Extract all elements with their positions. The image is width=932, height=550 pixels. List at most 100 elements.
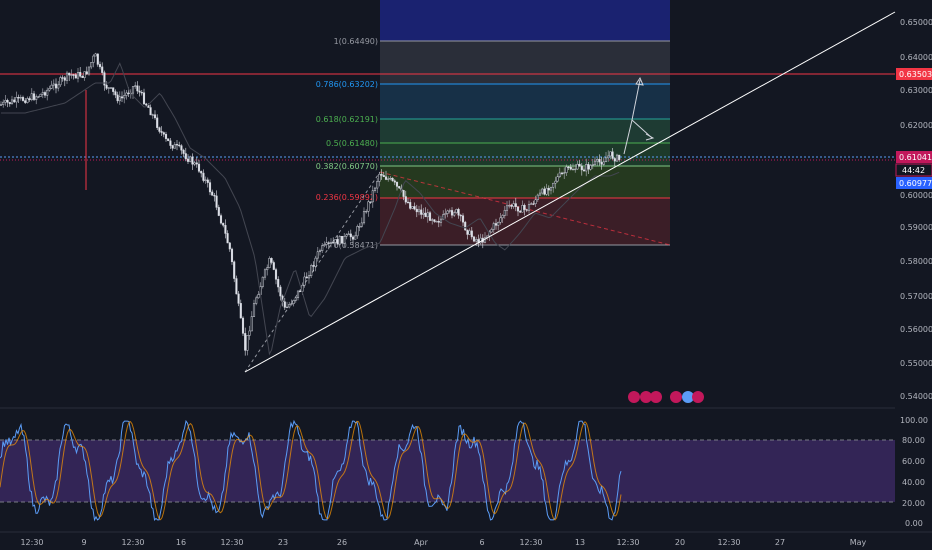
candle-body <box>272 262 275 270</box>
candle-body <box>519 210 522 213</box>
candle-body <box>349 233 352 238</box>
candle-body <box>558 172 561 177</box>
price-label-060: 0.60000 <box>900 191 932 200</box>
time-label-8: 6 <box>479 538 484 547</box>
candle-body <box>367 201 370 212</box>
candle-body <box>263 269 267 278</box>
candle-body <box>233 261 236 279</box>
candle-body <box>63 77 66 81</box>
candle-body <box>235 278 238 295</box>
candle-body <box>226 233 229 244</box>
candle-body <box>52 83 55 86</box>
candle-body <box>50 84 53 89</box>
candle-body <box>224 225 227 234</box>
candle-body <box>380 173 383 176</box>
rsi-axis[interactable]: 100.00 80.00 60.00 40.00 20.00 0.00 <box>900 416 928 528</box>
blue-badge-text: 0.60977 <box>899 179 932 188</box>
candle-body <box>503 210 506 216</box>
candle-body <box>153 114 157 119</box>
candle-body <box>545 187 548 195</box>
fib-label-05: 0.5(0.61480) <box>326 139 378 148</box>
time-label-3: 16 <box>176 538 186 547</box>
candle-body <box>512 203 515 207</box>
candle-body <box>41 92 44 95</box>
candle-body <box>120 96 124 99</box>
rsi-pane <box>0 419 895 522</box>
candle-body <box>228 242 231 250</box>
candle-body <box>8 102 11 105</box>
candle-body <box>494 223 498 226</box>
price-label-058: 0.58000 <box>900 257 932 266</box>
time-label-11: 12:30 <box>616 538 639 547</box>
candle-body <box>138 90 141 93</box>
time-label-15: May <box>850 538 867 547</box>
candle-body <box>369 201 372 203</box>
candle-body <box>615 154 619 162</box>
candle-body <box>409 202 412 209</box>
candle-body <box>70 74 73 76</box>
candle-body <box>571 168 575 171</box>
candle-body <box>402 190 405 197</box>
candle-body <box>237 293 240 304</box>
candle-body <box>354 235 357 240</box>
candle-body <box>585 164 588 172</box>
fib-lines <box>380 40 670 246</box>
candle-body <box>538 192 542 196</box>
price-axis[interactable]: 0.65000 0.64000 0.63000 0.62000 0.60000 … <box>900 18 932 401</box>
candle-body <box>160 131 163 133</box>
candle-body <box>574 168 577 171</box>
candle-body <box>204 179 207 181</box>
price-label-057: 0.57000 <box>900 292 932 301</box>
candle-body <box>59 77 62 86</box>
candle-body <box>312 265 315 267</box>
candle-body <box>422 212 425 215</box>
candle-body <box>0 104 3 106</box>
candle-body <box>332 242 335 244</box>
price-label-063: 0.63000 <box>900 86 932 95</box>
event-markers[interactable] <box>628 391 704 403</box>
time-label-1: 9 <box>81 538 86 547</box>
candle-body <box>602 161 605 165</box>
candle-body <box>582 169 586 172</box>
projection-path-2 <box>631 79 641 121</box>
candle-body <box>395 181 399 187</box>
candle-body <box>200 171 203 174</box>
candle-body <box>184 153 187 160</box>
candle-body <box>343 236 346 244</box>
candle-body <box>285 306 289 309</box>
fib-label-0382: 0.382(0.60770) <box>316 162 378 171</box>
candle-body <box>193 162 196 165</box>
candle-body <box>83 71 86 78</box>
candle-body <box>428 212 432 221</box>
fib-label-0786: 0.786(0.63202) <box>316 80 378 89</box>
fib-labels: 1(0.64490) 0.786(0.63202) 0.618(0.62191)… <box>316 37 378 250</box>
candle-body <box>556 176 559 182</box>
candle-body <box>387 178 390 180</box>
candle-body <box>389 177 392 180</box>
candle-body <box>17 97 20 99</box>
candle-body <box>171 145 174 149</box>
ascending-trendline[interactable] <box>244 11 896 373</box>
candle-body <box>61 77 64 79</box>
price-label-064: 0.64000 <box>900 53 932 62</box>
candle-body <box>466 229 469 235</box>
candle-body <box>255 297 258 304</box>
time-axis[interactable]: 12:30 9 12:30 16 12:30 23 26 Apr 6 12:30… <box>20 538 866 547</box>
candle-body <box>472 236 476 242</box>
candle-body <box>450 210 454 216</box>
projection-arrows[interactable] <box>623 76 655 155</box>
rsi-label-40: 40.00 <box>902 478 925 487</box>
candle-body <box>437 221 440 223</box>
candle-body <box>318 250 322 253</box>
candle-body <box>453 212 456 216</box>
candle-body <box>426 212 429 218</box>
candle-body <box>10 99 14 105</box>
candlestick-series <box>0 52 621 356</box>
candle-body <box>136 85 139 92</box>
candle-body <box>94 53 97 57</box>
candle-body <box>131 86 135 94</box>
time-label-10: 13 <box>575 538 585 547</box>
candle-body <box>398 186 401 189</box>
candle-body <box>90 62 93 68</box>
